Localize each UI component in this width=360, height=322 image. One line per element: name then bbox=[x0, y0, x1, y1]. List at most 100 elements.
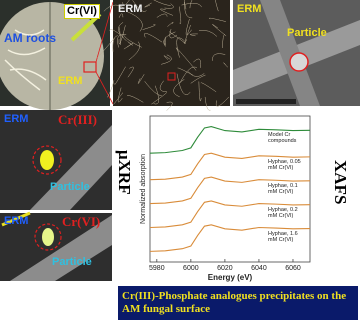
hypha-strand bbox=[176, 73, 191, 95]
spectrum bbox=[149, 224, 311, 252]
hypha-strand bbox=[127, 66, 134, 78]
hypha-strand bbox=[127, 95, 144, 103]
hypha-strand bbox=[117, 34, 127, 48]
hypha-strand bbox=[184, 24, 191, 44]
x-tick-label: 5980 bbox=[149, 265, 165, 272]
zoom-box bbox=[167, 72, 176, 81]
hypha-strand bbox=[176, 37, 185, 58]
label: Cr(III) bbox=[58, 112, 97, 127]
hypha-strand bbox=[137, 74, 145, 84]
hypha-strand bbox=[160, 8, 174, 16]
hypha bbox=[260, 0, 320, 106]
hypha-strand bbox=[119, 27, 122, 45]
hypha-strand bbox=[189, 0, 193, 9]
particle-circle bbox=[34, 223, 62, 251]
hypha-strand bbox=[212, 53, 226, 61]
spectrum bbox=[149, 200, 311, 229]
hypha-strand bbox=[127, 41, 133, 46]
label: ERM bbox=[237, 3, 262, 15]
legend-entry: Model Cr compounds bbox=[268, 132, 297, 145]
hypha-strand bbox=[184, 0, 193, 19]
plot-frame bbox=[149, 115, 311, 263]
hypha-strand bbox=[212, 24, 227, 37]
hypha-strand bbox=[156, 13, 168, 18]
label: ERM bbox=[4, 215, 29, 227]
hypha-strand bbox=[113, 92, 123, 105]
spectrum bbox=[149, 152, 311, 181]
hypha-strand bbox=[118, 22, 127, 42]
caption-box bbox=[118, 286, 358, 320]
hypha-strand bbox=[179, 66, 198, 84]
x-tick-label: 6020 bbox=[217, 265, 233, 272]
particle-circle bbox=[289, 52, 309, 72]
hypha bbox=[10, 215, 112, 281]
hypha-strand bbox=[209, 17, 226, 22]
hypha-strand bbox=[103, 4, 123, 12]
hypha-strand bbox=[144, 81, 162, 96]
hypha-strand bbox=[167, 21, 174, 27]
hypha-strand bbox=[159, 80, 167, 93]
hypha-strand bbox=[179, 6, 182, 24]
hypha-strand bbox=[204, 96, 211, 111]
hypha-strand bbox=[112, 35, 118, 52]
caption: Cr(III)-Phosphate analogues precipitates… bbox=[122, 290, 347, 315]
hypha-strand bbox=[118, 13, 124, 18]
x-tick-label: 6000 bbox=[183, 265, 199, 272]
hypha-strand bbox=[161, 54, 172, 65]
roots bbox=[4, 29, 47, 91]
spectrum bbox=[149, 176, 311, 205]
hypha-strand bbox=[173, 79, 185, 98]
label: AM roots bbox=[4, 31, 56, 45]
side-label: XAFS bbox=[331, 160, 350, 205]
hypha-strand bbox=[200, 82, 217, 93]
label: Cr(VI) bbox=[62, 214, 101, 229]
hypha-strand bbox=[181, 3, 202, 8]
hypha-strand bbox=[185, 18, 192, 36]
hypha-strand bbox=[188, 71, 205, 77]
zoom-box bbox=[83, 61, 97, 73]
hypha-strand bbox=[223, 62, 228, 68]
x-tick-label: 6040 bbox=[251, 265, 267, 272]
hypha-strand bbox=[175, 47, 197, 71]
label: ERM bbox=[4, 113, 29, 125]
hypha-strand bbox=[153, 0, 171, 6]
label: Particle bbox=[287, 27, 327, 39]
hypha-strand bbox=[117, 87, 123, 103]
label: ERM bbox=[58, 75, 83, 87]
legend-entry: Hyphae, 0.1 mM Cr(VI) bbox=[268, 182, 298, 195]
hypha-strand bbox=[163, 31, 176, 47]
particle bbox=[40, 150, 54, 170]
y-axis-label: Normalized absorption bbox=[140, 154, 147, 224]
hypha-strand bbox=[107, 80, 115, 98]
hypha-strand bbox=[215, 96, 230, 107]
hypha-strand bbox=[198, 30, 218, 37]
particle-circle bbox=[32, 145, 62, 175]
hypha-strand bbox=[189, 33, 198, 37]
hypha-strand bbox=[215, 0, 219, 12]
spectrum bbox=[149, 126, 311, 154]
hyphae-texture bbox=[97, 0, 230, 111]
label: Particle bbox=[52, 256, 92, 268]
petri-dish bbox=[0, 2, 104, 110]
hypha-strand bbox=[193, 58, 201, 68]
hypha-strand bbox=[122, 0, 130, 6]
legend-entry: Hyphae, 0.05 mM Cr(VI) bbox=[268, 158, 301, 171]
hypha-strand bbox=[164, 36, 166, 46]
hypha-strand bbox=[144, 33, 163, 43]
hypha-strand bbox=[142, 24, 156, 30]
hypha-strand bbox=[128, 41, 140, 61]
hypha-strand bbox=[109, 29, 124, 38]
particle bbox=[42, 228, 54, 246]
hypha-strand bbox=[118, 25, 126, 45]
legend-entry: Hyphae, 0.2 mM Cr(VI) bbox=[268, 206, 298, 219]
hypha-strand bbox=[190, 74, 206, 84]
hypha-strand bbox=[164, 3, 174, 9]
label: Particle bbox=[50, 181, 90, 193]
hypha-strand bbox=[132, 0, 147, 12]
legend-entry: Hyphae, 1.6 mM Cr(VI) bbox=[268, 230, 298, 243]
hypha-strand bbox=[151, 92, 167, 105]
x-axis-label: Energy (eV) bbox=[208, 273, 253, 282]
side-label: μXRF bbox=[115, 150, 134, 195]
